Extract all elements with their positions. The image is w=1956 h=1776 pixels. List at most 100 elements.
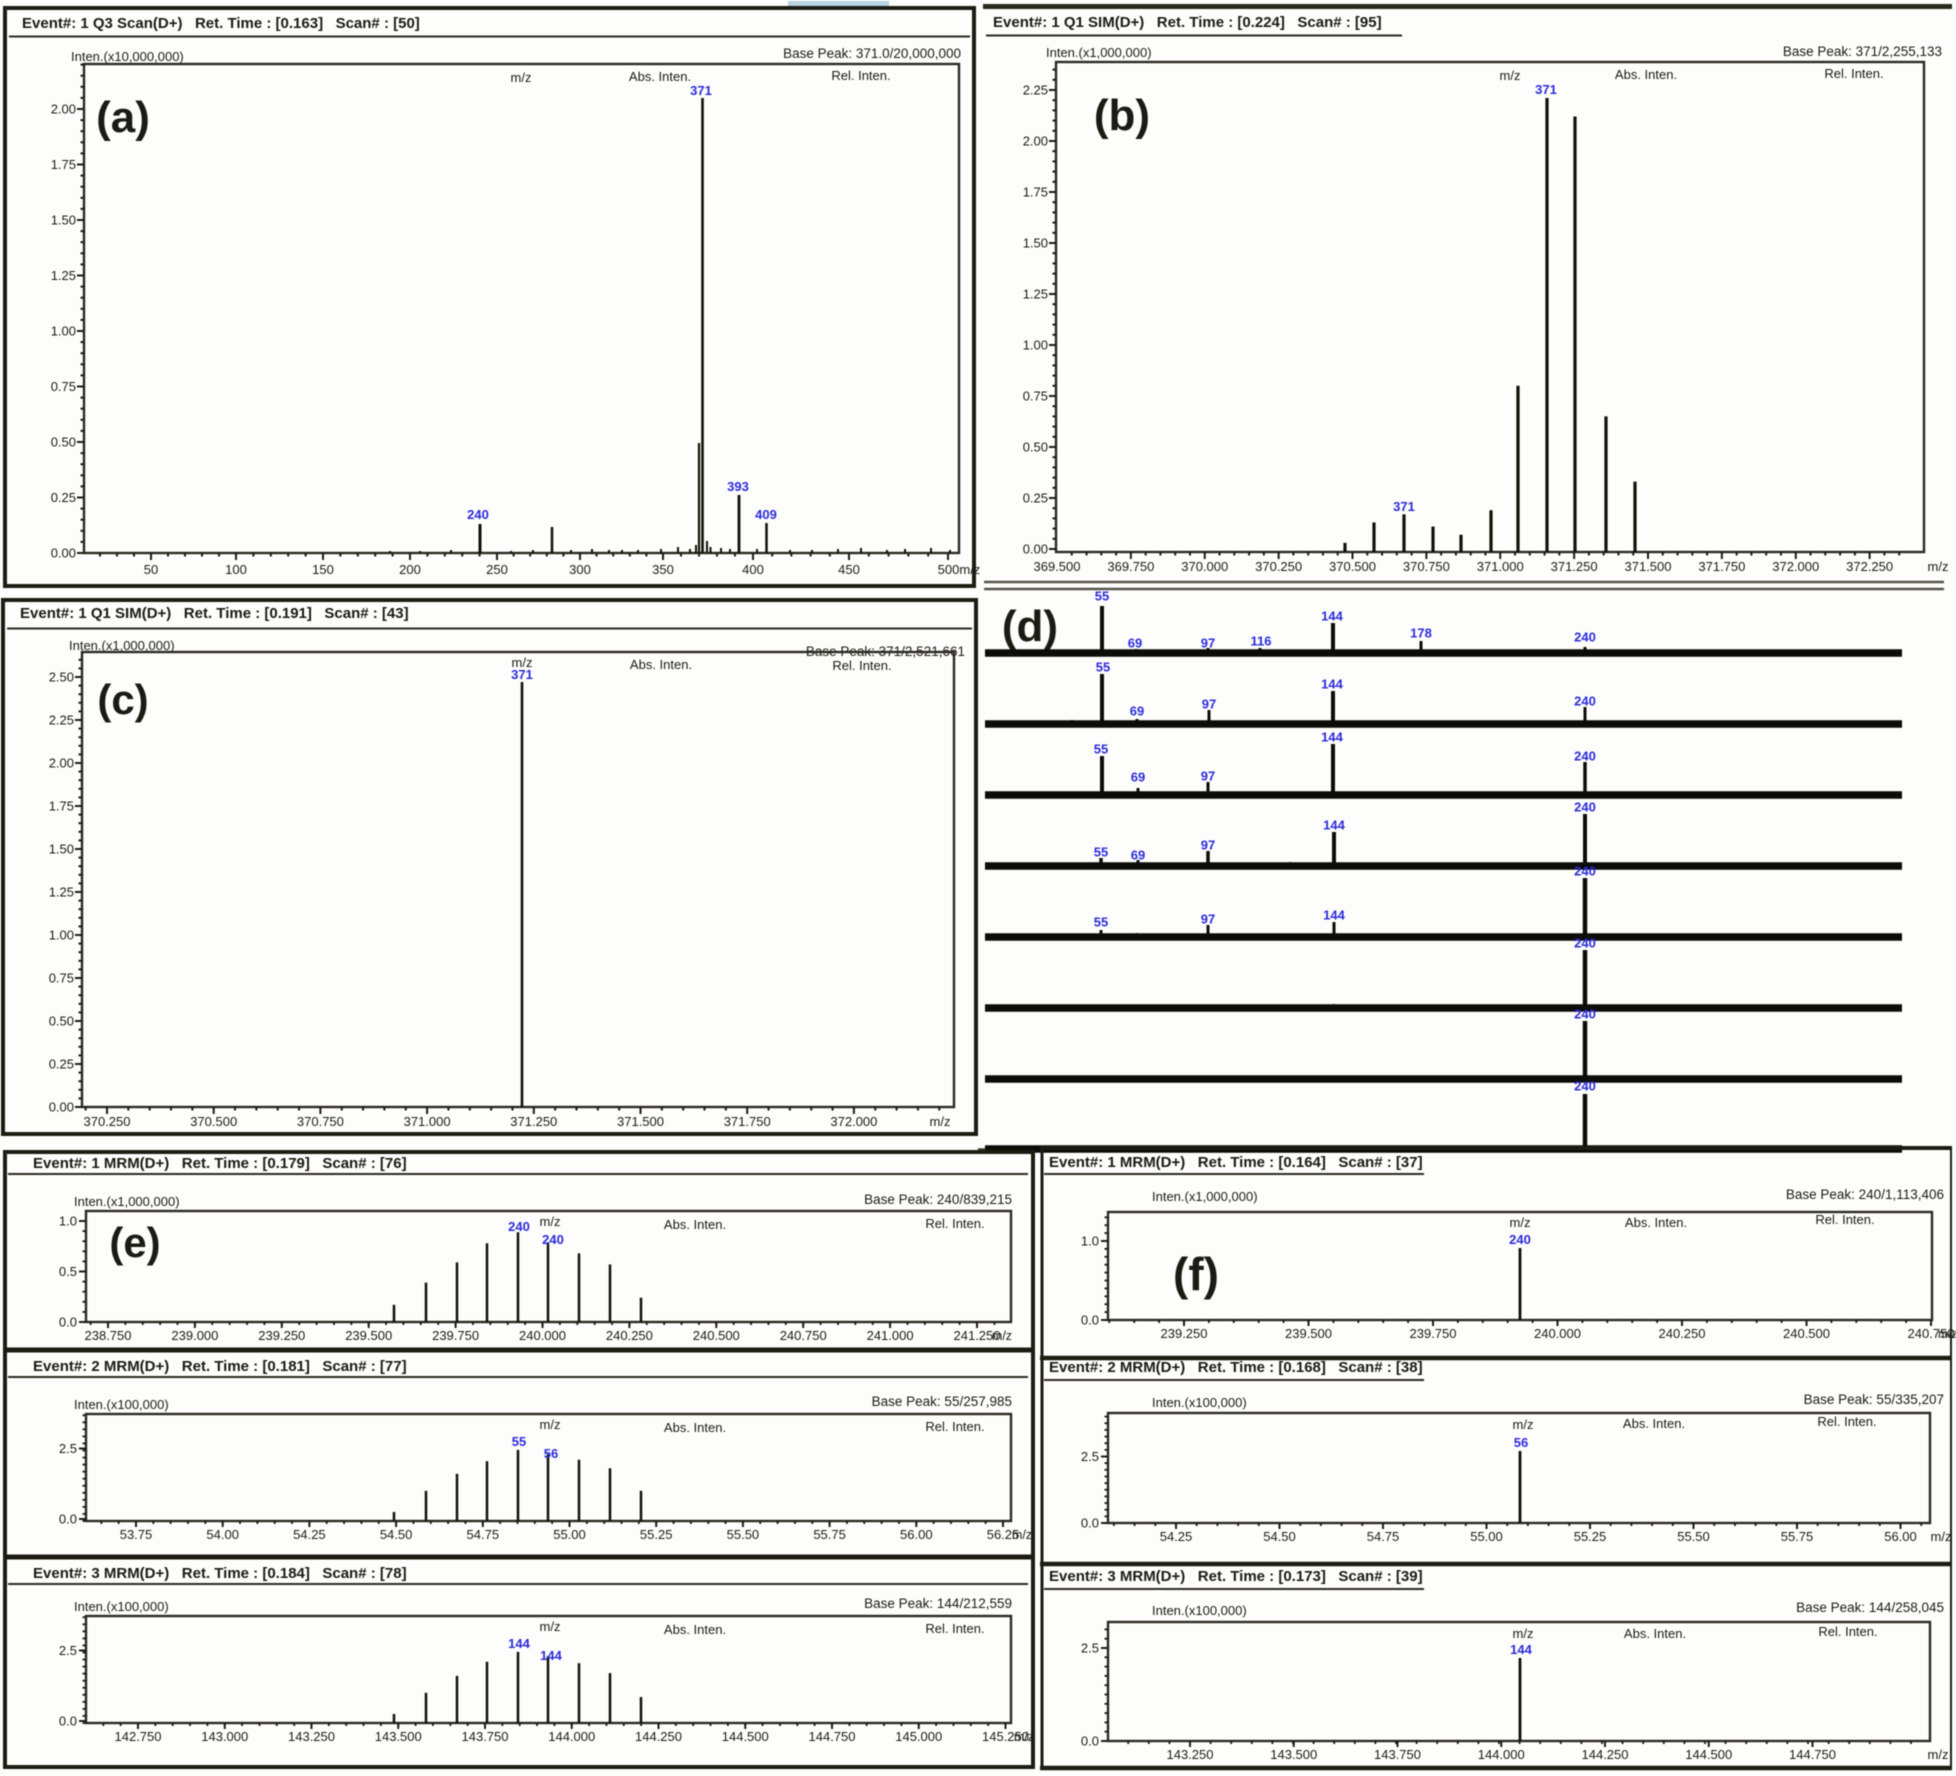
svg-text:370.250: 370.250 bbox=[1255, 559, 1302, 574]
svg-text:0.00: 0.00 bbox=[51, 546, 76, 561]
svg-text:Event#: 1 Q3 Scan(D+) Ret. T: Event#: 1 Q3 Scan(D+) Ret. Time : [0.163… bbox=[22, 15, 420, 32]
svg-text:240.000: 240.000 bbox=[1534, 1326, 1581, 1341]
svg-text:2.25: 2.25 bbox=[49, 713, 74, 728]
svg-text:54.00: 54.00 bbox=[206, 1527, 239, 1542]
svg-text:240.500: 240.500 bbox=[1783, 1326, 1830, 1341]
svg-text:55.25: 55.25 bbox=[1574, 1529, 1607, 1544]
svg-text:0.25: 0.25 bbox=[49, 1057, 74, 1072]
svg-text:240: 240 bbox=[1509, 1232, 1531, 1247]
svg-text:m/z: m/z bbox=[930, 1114, 951, 1129]
svg-text:Base Peak: 55/335,207: Base Peak: 55/335,207 bbox=[1804, 1392, 1944, 1407]
svg-text:56: 56 bbox=[544, 1446, 558, 1461]
svg-text:1.00: 1.00 bbox=[49, 928, 74, 943]
svg-text:2.00: 2.00 bbox=[1023, 134, 1048, 149]
svg-text:144: 144 bbox=[1321, 677, 1343, 692]
svg-text:54.50: 54.50 bbox=[1263, 1529, 1296, 1544]
svg-text:370.750: 370.750 bbox=[1403, 559, 1450, 574]
svg-text:56: 56 bbox=[1514, 1435, 1528, 1450]
svg-text:2.5: 2.5 bbox=[1081, 1449, 1099, 1464]
svg-text:Event#: 2 MRM(D+) Ret. Time: Event#: 2 MRM(D+) Ret. Time : [0.181] Sc… bbox=[33, 1358, 407, 1375]
svg-text:0.50: 0.50 bbox=[1023, 440, 1048, 455]
svg-text:1.25: 1.25 bbox=[51, 268, 76, 283]
svg-text:Event#: 1 Q1 SIM(D+) Ret. Ti: Event#: 1 Q1 SIM(D+) Ret. Time : [0.224]… bbox=[993, 14, 1382, 31]
svg-text:(b): (b) bbox=[1094, 91, 1150, 140]
svg-text:55.00: 55.00 bbox=[553, 1527, 586, 1542]
svg-text:240: 240 bbox=[1574, 630, 1596, 645]
svg-text:Rel. Inten.: Rel. Inten. bbox=[831, 68, 890, 83]
svg-text:240.750: 240.750 bbox=[1908, 1326, 1955, 1341]
svg-text:0.0: 0.0 bbox=[1081, 1313, 1099, 1328]
svg-text:145.250: 145.250 bbox=[982, 1729, 1029, 1744]
svg-text:m/z: m/z bbox=[1928, 559, 1949, 574]
svg-text:69: 69 bbox=[1131, 848, 1145, 863]
svg-text:239.500: 239.500 bbox=[345, 1328, 392, 1343]
svg-text:143.750: 143.750 bbox=[1374, 1747, 1421, 1762]
svg-text:Event#: 3 MRM(D+) Ret. Time: Event#: 3 MRM(D+) Ret. Time : [0.184] Sc… bbox=[33, 1565, 407, 1582]
svg-text:144: 144 bbox=[508, 1636, 530, 1651]
svg-text:0.75: 0.75 bbox=[51, 379, 76, 394]
svg-text:300: 300 bbox=[569, 562, 591, 577]
svg-text:371.500: 371.500 bbox=[617, 1114, 664, 1129]
svg-text:240: 240 bbox=[1574, 800, 1596, 815]
svg-text:97: 97 bbox=[1201, 636, 1215, 651]
svg-text:(a): (a) bbox=[96, 93, 150, 142]
svg-text:m/z: m/z bbox=[1510, 1215, 1531, 1230]
svg-text:0.25: 0.25 bbox=[1023, 491, 1048, 506]
svg-text:0.5: 0.5 bbox=[59, 1264, 77, 1279]
svg-text:Base Peak: 144/258,045: Base Peak: 144/258,045 bbox=[1796, 1600, 1944, 1615]
svg-text:241.250: 241.250 bbox=[954, 1328, 1001, 1343]
svg-text:Event#: 3 MRM(D+) Ret. Time: Event#: 3 MRM(D+) Ret. Time : [0.173] Sc… bbox=[1049, 1568, 1423, 1585]
svg-text:m/z: m/z bbox=[540, 1619, 561, 1634]
svg-text:370.000: 370.000 bbox=[1181, 559, 1228, 574]
svg-text:m/z: m/z bbox=[1014, 1730, 1034, 1744]
svg-text:240: 240 bbox=[508, 1219, 530, 1234]
svg-text:m/z: m/z bbox=[1928, 1747, 1949, 1762]
svg-text:Abs. Inten.: Abs. Inten. bbox=[664, 1420, 726, 1435]
svg-text:371.250: 371.250 bbox=[510, 1114, 557, 1129]
svg-text:0.00: 0.00 bbox=[1023, 542, 1048, 557]
svg-text:m/z: m/z bbox=[1938, 1327, 1956, 1341]
svg-text:Event#: 1 MRM(D+) Ret. Time: Event#: 1 MRM(D+) Ret. Time : [0.164] Sc… bbox=[1049, 1154, 1423, 1171]
svg-text:143.250: 143.250 bbox=[288, 1729, 335, 1744]
svg-text:(e): (e) bbox=[109, 1219, 160, 1266]
svg-text:Base Peak: 55/257,985: Base Peak: 55/257,985 bbox=[872, 1394, 1012, 1409]
svg-text:55.50: 55.50 bbox=[727, 1527, 760, 1542]
svg-text:100: 100 bbox=[225, 562, 247, 577]
svg-text:116: 116 bbox=[1251, 634, 1272, 649]
svg-text:2.5: 2.5 bbox=[1081, 1641, 1099, 1656]
svg-text:Rel. Inten.: Rel. Inten. bbox=[1817, 1414, 1876, 1429]
svg-text:m/z: m/z bbox=[512, 655, 533, 670]
svg-text:54.50: 54.50 bbox=[380, 1527, 413, 1542]
svg-text:97: 97 bbox=[1202, 697, 1216, 712]
svg-text:(c): (c) bbox=[97, 676, 148, 723]
svg-text:2.5: 2.5 bbox=[59, 1441, 77, 1456]
svg-text:Abs. Inten.: Abs. Inten. bbox=[629, 69, 691, 84]
svg-text:m/z: m/z bbox=[992, 1329, 1012, 1343]
svg-text:239.000: 239.000 bbox=[171, 1328, 218, 1343]
svg-text:0.0: 0.0 bbox=[1081, 1734, 1099, 1749]
svg-text:240: 240 bbox=[1574, 864, 1596, 879]
svg-text:Inten.(x1,000,000): Inten.(x1,000,000) bbox=[69, 638, 175, 653]
svg-text:55.75: 55.75 bbox=[1781, 1529, 1814, 1544]
svg-text:240: 240 bbox=[1574, 694, 1596, 709]
svg-text:450: 450 bbox=[838, 562, 860, 577]
svg-text:Base Peak: 371/2,255,133: Base Peak: 371/2,255,133 bbox=[1783, 44, 1942, 59]
svg-text:0.0: 0.0 bbox=[59, 1714, 77, 1729]
svg-text:144: 144 bbox=[1510, 1642, 1532, 1657]
svg-text:200: 200 bbox=[399, 562, 421, 577]
svg-text:371.500: 371.500 bbox=[1625, 559, 1672, 574]
svg-text:240: 240 bbox=[467, 507, 489, 522]
svg-text:Inten.(x100,000): Inten.(x100,000) bbox=[1152, 1603, 1247, 1618]
svg-text:Inten.(x100,000): Inten.(x100,000) bbox=[74, 1599, 169, 1614]
svg-text:Abs. Inten.: Abs. Inten. bbox=[630, 657, 692, 672]
svg-text:1.50: 1.50 bbox=[1023, 236, 1048, 251]
svg-text:240: 240 bbox=[1574, 1079, 1596, 1094]
svg-text:144: 144 bbox=[1323, 908, 1345, 923]
svg-text:371.750: 371.750 bbox=[1698, 559, 1745, 574]
svg-text:m/z: m/z bbox=[1500, 68, 1521, 83]
svg-text:2.50: 2.50 bbox=[49, 670, 74, 685]
svg-text:2.25: 2.25 bbox=[1023, 83, 1048, 98]
svg-text:55: 55 bbox=[1094, 742, 1108, 757]
svg-text:m/z: m/z bbox=[1931, 1529, 1952, 1544]
svg-text:Rel. Inten.: Rel. Inten. bbox=[925, 1216, 984, 1231]
